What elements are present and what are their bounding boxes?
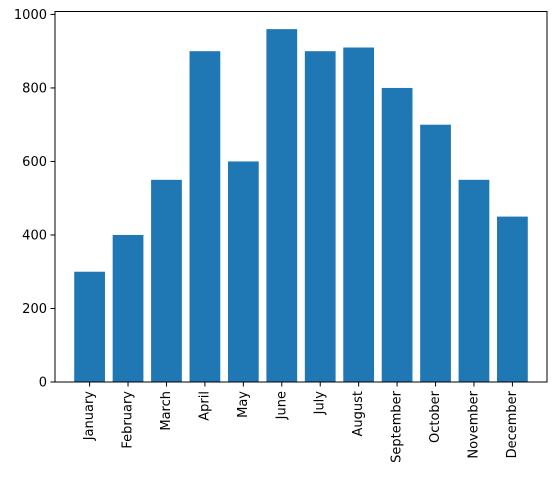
y-tick-label: 800 <box>22 81 47 96</box>
x-tick-label-july: July <box>313 391 328 416</box>
bar-february <box>112 234 144 382</box>
bar-may <box>227 161 259 382</box>
x-tick-label-may: May <box>236 391 251 418</box>
x-tick-label-april: April <box>197 391 212 421</box>
x-tick-label-february: February <box>121 391 136 449</box>
x-tick-label-december: December <box>505 390 520 458</box>
x-tick-label-january: January <box>82 391 97 442</box>
x-tick-label-june: June <box>274 391 289 420</box>
y-tick-label: 400 <box>22 228 47 243</box>
bar-october <box>420 124 451 383</box>
x-tick-label-march: March <box>159 391 174 431</box>
x-tick-label-august: August <box>351 391 366 437</box>
bar-january <box>74 271 105 382</box>
x-axis: January February March April May June July Augu… <box>82 382 520 463</box>
y-axis: 0 200 400 600 800 1000 <box>14 8 55 391</box>
x-tick-label-november: November <box>466 390 481 458</box>
bars-group <box>74 29 528 383</box>
bar-december <box>497 216 528 382</box>
x-tick-label-october: October <box>428 390 443 443</box>
bar-august <box>343 47 375 383</box>
bar-march <box>151 179 182 382</box>
bar-november <box>458 179 490 382</box>
plot-frame <box>54 11 548 383</box>
y-tick-label: 1000 <box>14 8 47 23</box>
y-tick-label: 0 <box>39 376 47 391</box>
bar-june <box>266 29 298 382</box>
bar-september <box>381 87 413 382</box>
x-tick-label-september: September <box>390 390 405 463</box>
y-tick-label: 200 <box>22 302 47 317</box>
bar-april <box>189 51 221 382</box>
bar-july <box>304 51 336 382</box>
y-tick-label: 600 <box>22 155 47 170</box>
